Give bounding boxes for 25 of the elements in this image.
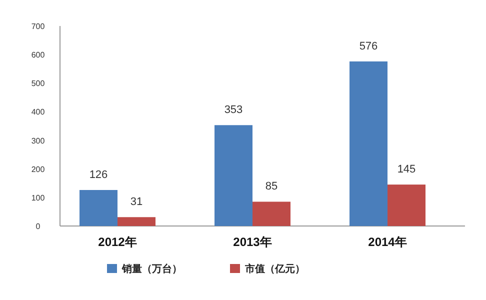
y-tick-label: 700 xyxy=(31,22,46,31)
x-tick-label: 2014年 xyxy=(368,235,407,249)
data-label: 126 xyxy=(89,169,108,181)
bar xyxy=(214,125,252,226)
bar xyxy=(350,61,388,226)
y-tick-label: 600 xyxy=(31,50,46,60)
y-tick-label: 400 xyxy=(31,108,46,117)
bar xyxy=(118,217,156,226)
x-tick-label: 2012年 xyxy=(98,235,137,249)
y-tick-label: 200 xyxy=(31,164,46,174)
x-tick-label: 2013年 xyxy=(233,235,272,249)
data-label: 576 xyxy=(359,40,378,52)
data-label: 31 xyxy=(130,196,143,208)
y-tick-label: 500 xyxy=(31,79,46,88)
y-tick-label: 0 xyxy=(36,222,41,231)
y-tick-label: 300 xyxy=(31,136,46,146)
legend-label: 销量（万台） xyxy=(121,263,182,275)
bar xyxy=(80,190,118,226)
data-label: 85 xyxy=(265,180,278,193)
y-tick-label: 100 xyxy=(31,193,46,202)
legend-label: 市值（亿元） xyxy=(244,263,305,275)
data-label: 353 xyxy=(224,104,243,116)
bar xyxy=(252,202,290,226)
bar xyxy=(388,184,426,226)
data-label: 145 xyxy=(397,164,416,176)
